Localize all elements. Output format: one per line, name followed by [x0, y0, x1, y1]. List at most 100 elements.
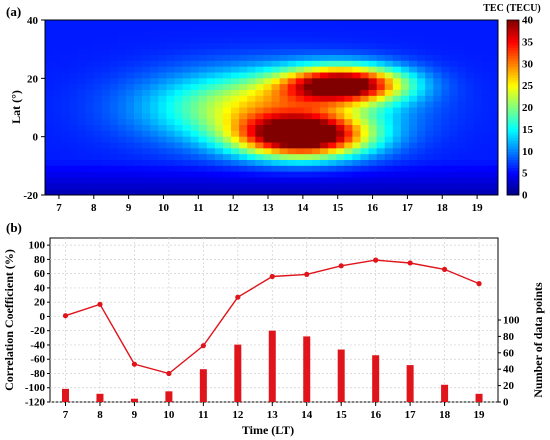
- heatmap-cell: [473, 66, 483, 73]
- heatmap-cell: [360, 125, 369, 132]
- line-point: [200, 343, 206, 349]
- heatmap-cell: [69, 101, 78, 108]
- heatmap-cell: [174, 183, 183, 190]
- heatmap-cell: [263, 20, 272, 27]
- heatmap-cell: [125, 183, 135, 190]
- left-tick-label: -120: [25, 397, 46, 409]
- heatmap-cell: [409, 113, 418, 120]
- heatmap-cell: [376, 136, 386, 143]
- heatmap-cell: [271, 160, 280, 167]
- heatmap-cell: [449, 177, 458, 184]
- heatmap-cell: [53, 78, 62, 85]
- heatmap-cell: [384, 125, 394, 132]
- heatmap-cell: [133, 130, 143, 138]
- x-tick-label: 14: [301, 409, 313, 421]
- heatmap-cell: [368, 154, 378, 161]
- heatmap-cell: [263, 78, 272, 85]
- heatmap-cell: [222, 78, 232, 85]
- heatmap-cell: [344, 49, 353, 56]
- heatmap-cell: [311, 171, 321, 178]
- heatmap-cell: [287, 165, 297, 173]
- heatmap-cell: [255, 31, 264, 38]
- heatmap-cell: [473, 60, 483, 68]
- heatmap-cell: [489, 142, 499, 149]
- line-point: [407, 260, 413, 266]
- heatmap-cell: [449, 84, 458, 91]
- heatmap-cell: [117, 148, 127, 155]
- heatmap-cell: [174, 107, 183, 114]
- heatmap-cell: [441, 154, 450, 161]
- heatmap-cell: [344, 107, 353, 114]
- heatmap-cell: [465, 107, 475, 114]
- heatmap-cell: [376, 189, 386, 196]
- heatmap-cell: [465, 66, 475, 73]
- heatmap-cell: [222, 119, 232, 126]
- heatmap-cell: [287, 20, 297, 27]
- heatmap-cell: [400, 84, 410, 91]
- heatmap-cell: [433, 125, 442, 132]
- heatmap-cell: [344, 125, 353, 132]
- heatmap-cell: [77, 189, 86, 196]
- heatmap-cell: [182, 165, 192, 173]
- heatmap-cell: [409, 189, 418, 196]
- heatmap-cell: [263, 183, 272, 190]
- heatmap-cell: [352, 78, 361, 85]
- heatmap-cell: [133, 177, 143, 184]
- heatmap-cell: [400, 101, 410, 108]
- panel-b-label: (b): [6, 220, 22, 235]
- heatmap-cell: [190, 20, 200, 27]
- heatmap-cell: [417, 66, 426, 73]
- colorbar-swatch: [507, 77, 519, 81]
- heatmap-cell: [311, 90, 321, 97]
- colorbar-swatch: [507, 96, 519, 100]
- heatmap-cell: [441, 119, 450, 126]
- heatmap-cell: [174, 90, 183, 97]
- heatmap-cell: [449, 189, 458, 196]
- heatmap-cell: [449, 183, 458, 190]
- heatmap-cell: [85, 119, 94, 126]
- heatmap-cell: [433, 113, 442, 120]
- heatmap-cell: [206, 119, 216, 126]
- heatmap-cell: [61, 183, 70, 190]
- heatmap-cell: [425, 160, 434, 167]
- heatmap-cell: [45, 177, 54, 184]
- heatmap-cell: [489, 154, 499, 161]
- heatmap-cell: [433, 130, 442, 138]
- heatmap-cell: [69, 165, 78, 173]
- heatmap-cell: [182, 183, 192, 190]
- heatmap-cell: [109, 183, 119, 190]
- heatmap-cell: [117, 37, 127, 44]
- heatmap-cell: [45, 107, 54, 114]
- heatmap-cell: [158, 130, 167, 138]
- heatmap-cell: [457, 160, 467, 167]
- heatmap-cell: [287, 142, 297, 149]
- heatmap-cell: [69, 37, 78, 44]
- heatmap-cell: [53, 113, 62, 120]
- heatmap-cell: [352, 177, 361, 184]
- heatmap-cell: [392, 95, 402, 103]
- heatmap-cell: [489, 107, 499, 114]
- heatmap-cell: [376, 49, 386, 56]
- heatmap-cell: [336, 72, 345, 79]
- heatmap-cell: [473, 20, 483, 27]
- heatmap-cell: [198, 20, 208, 27]
- heatmap-cell: [255, 171, 264, 178]
- heatmap-cell: [174, 101, 183, 108]
- heatmap-cell: [441, 107, 450, 114]
- heatmap-cell: [360, 113, 369, 120]
- heatmap-cell: [231, 183, 240, 190]
- heatmap-cell: [457, 31, 467, 38]
- heatmap-cell: [433, 31, 442, 38]
- heatmap-cell: [392, 43, 402, 50]
- heatmap-cell: [417, 148, 426, 155]
- heatmap-cell: [190, 25, 200, 33]
- heatmap-cell: [206, 60, 216, 68]
- heatmap-cell: [198, 113, 208, 120]
- heatmap-cell: [190, 84, 200, 91]
- heatmap-cell: [441, 125, 450, 132]
- heatmap-cell: [441, 136, 450, 143]
- heatmap-cell: [255, 66, 264, 73]
- heatmap-cell: [61, 160, 70, 167]
- heatmap-cell: [392, 136, 402, 143]
- heatmap-cell: [255, 20, 264, 27]
